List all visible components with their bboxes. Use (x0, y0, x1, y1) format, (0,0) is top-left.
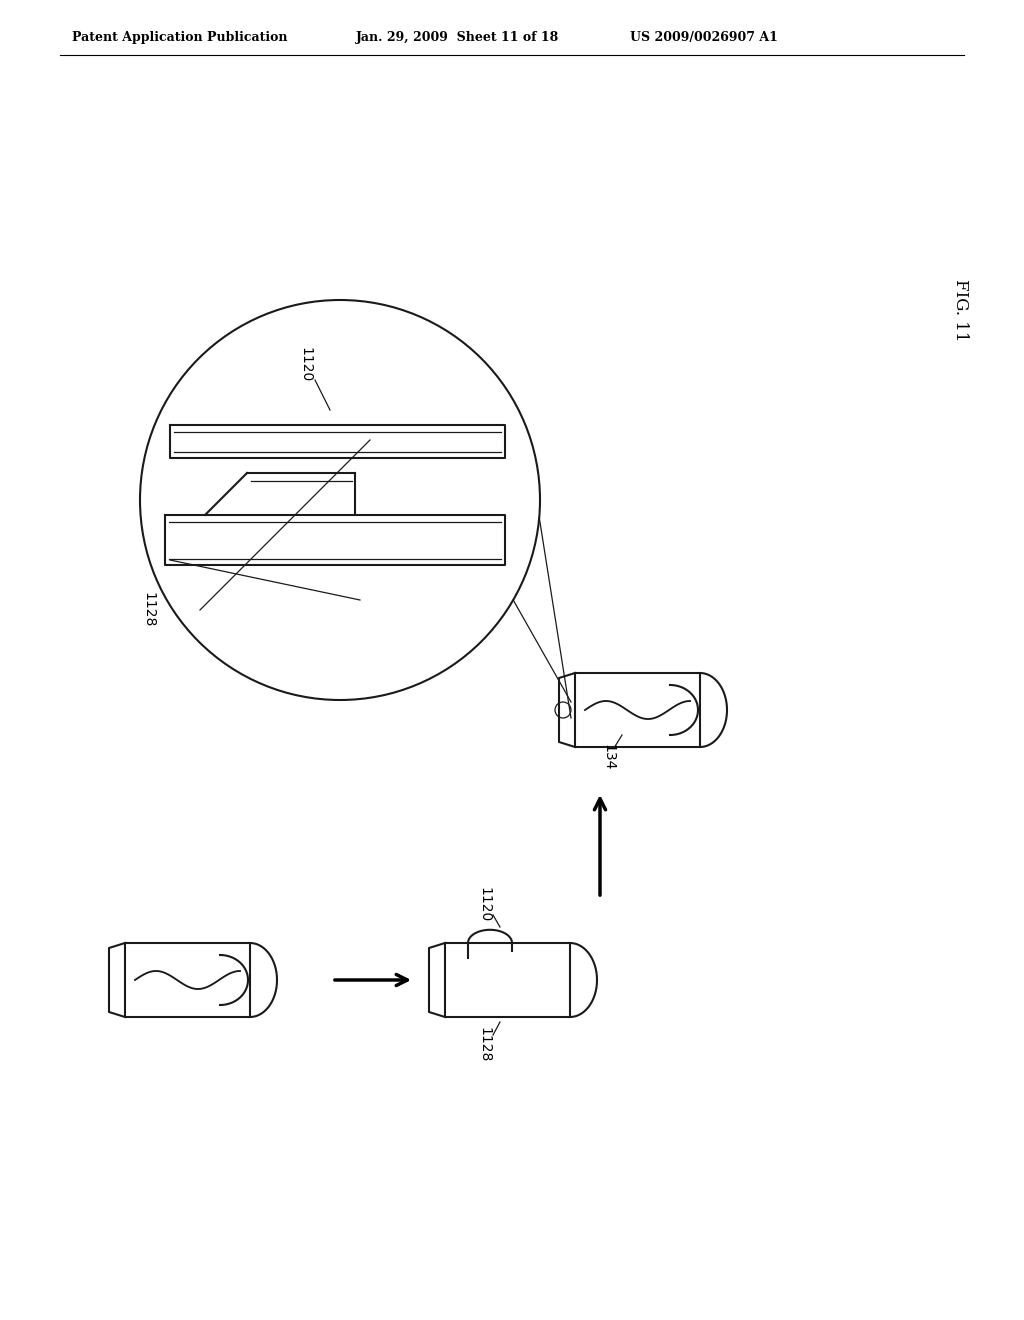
Text: 1120: 1120 (477, 887, 490, 923)
Text: 1128: 1128 (141, 593, 155, 628)
Text: Patent Application Publication: Patent Application Publication (72, 30, 288, 44)
Text: US 2009/0026907 A1: US 2009/0026907 A1 (630, 30, 778, 44)
Text: 1128: 1128 (477, 1027, 490, 1063)
Text: 134: 134 (601, 743, 615, 770)
Text: 1120: 1120 (298, 347, 312, 383)
Text: FIG. 11: FIG. 11 (951, 279, 969, 342)
Text: Jan. 29, 2009  Sheet 11 of 18: Jan. 29, 2009 Sheet 11 of 18 (356, 30, 559, 44)
